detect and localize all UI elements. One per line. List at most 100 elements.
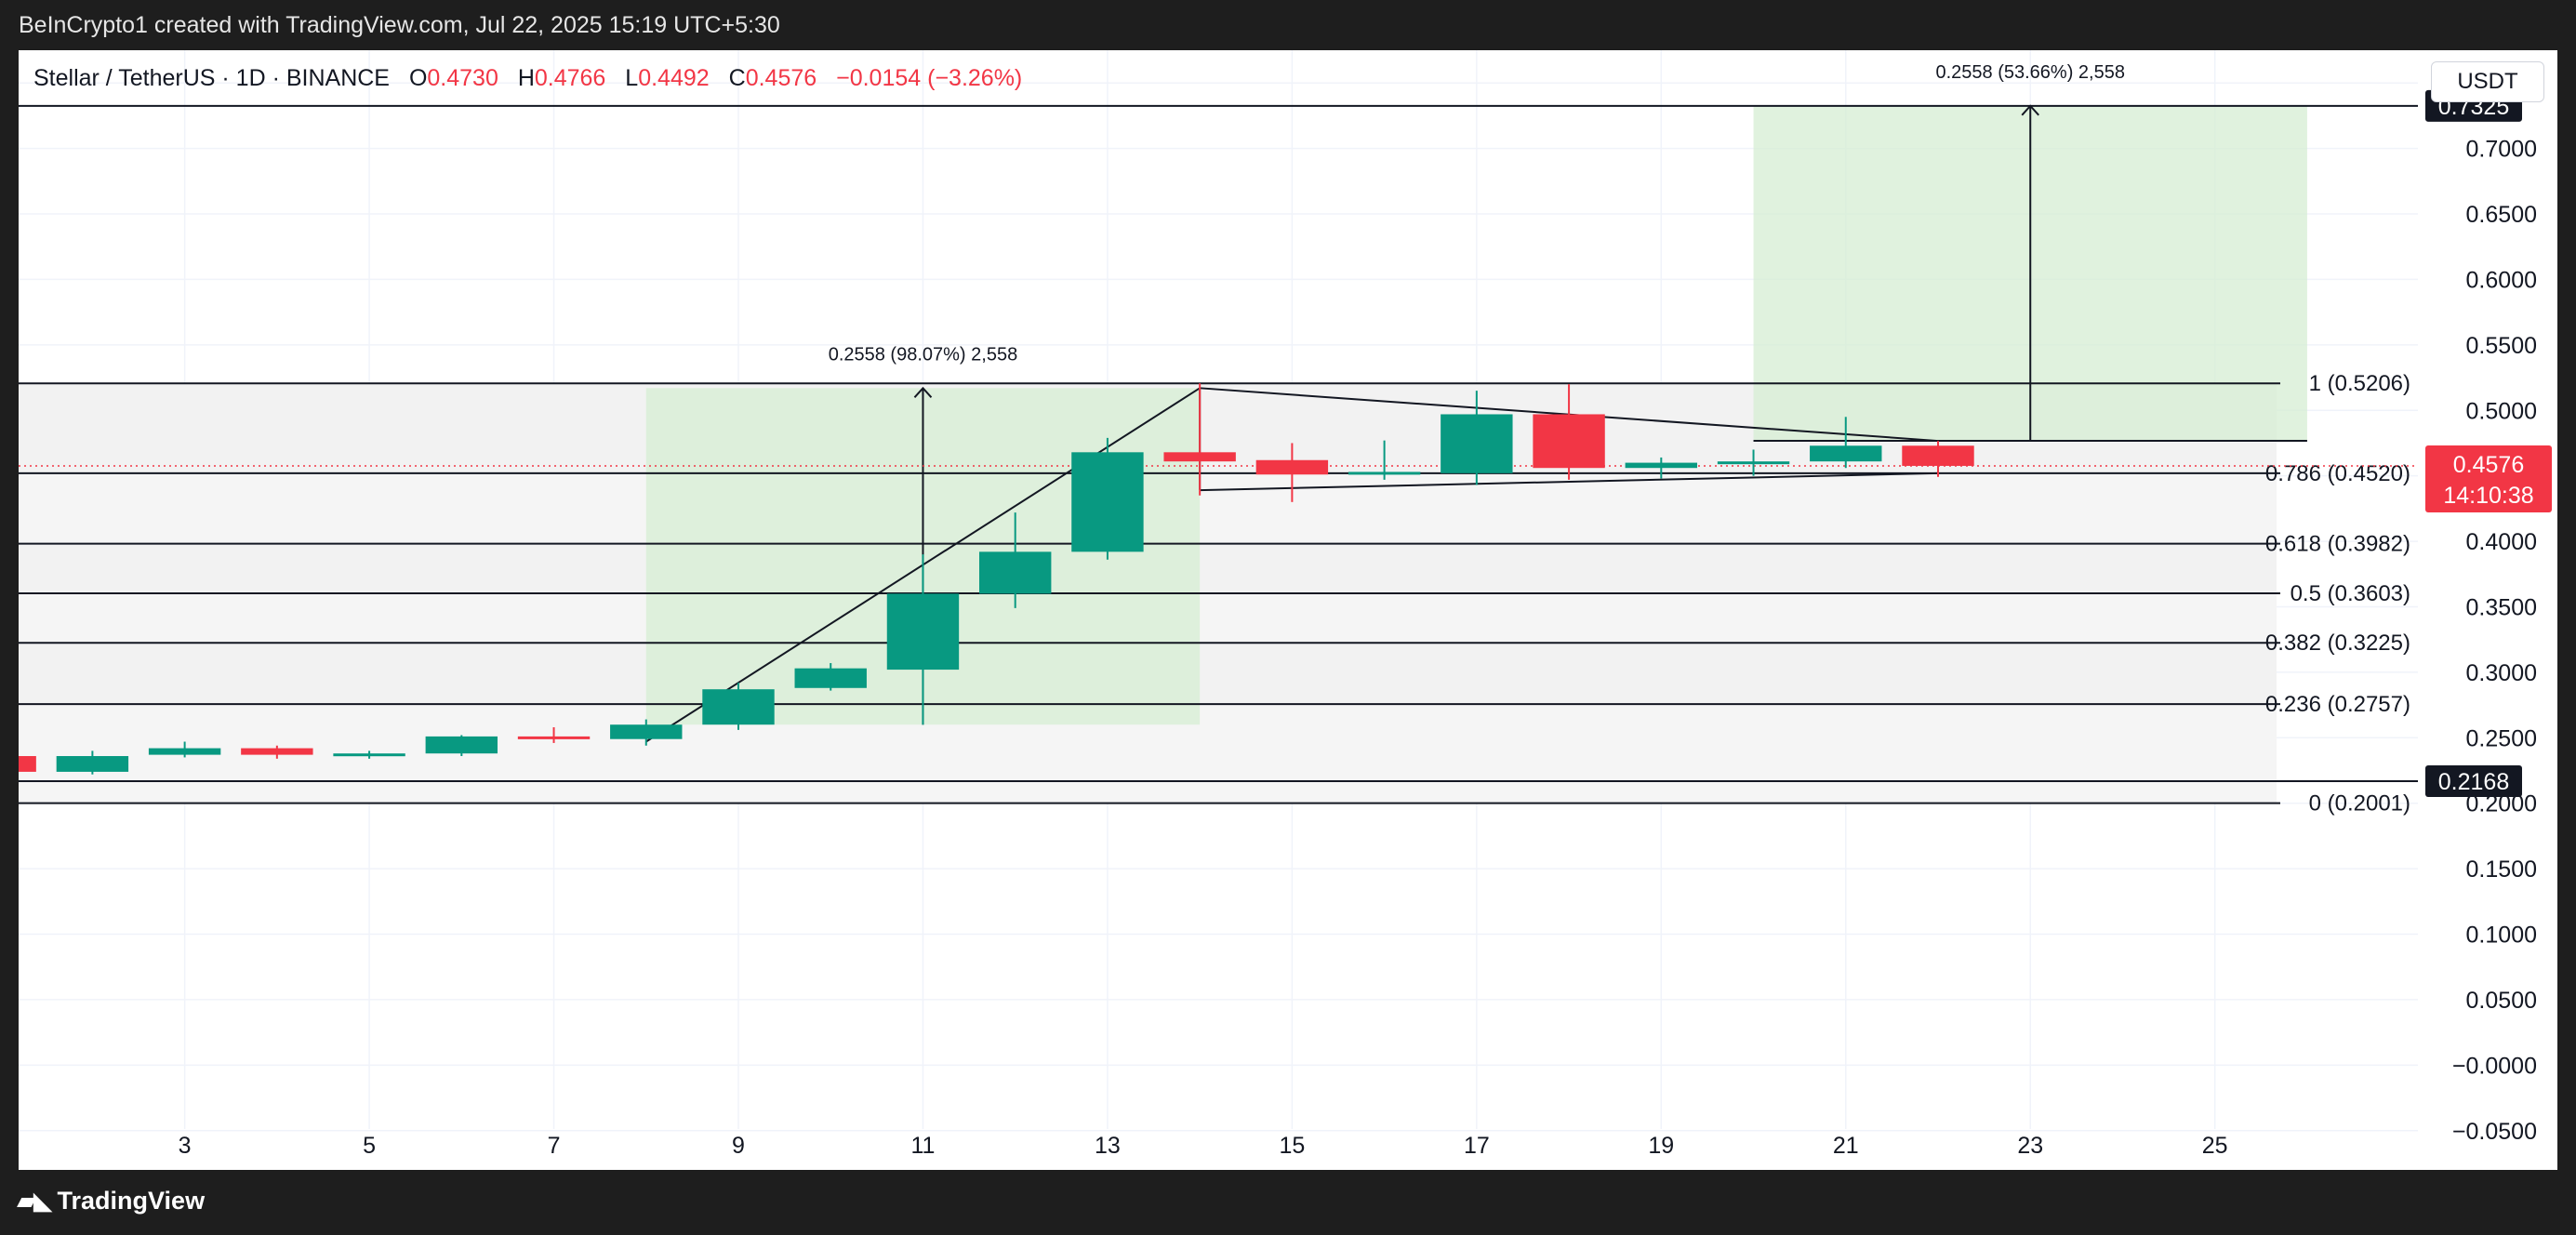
y-axis-tick-label: 0.5500 — [2466, 333, 2537, 359]
fib-level-label: 0 (0.2001) — [2309, 791, 2410, 817]
candle-body — [241, 748, 313, 755]
change-value: −0.0154 (−3.26%) — [836, 65, 1023, 91]
y-axis-tick-label: 0.1500 — [2466, 857, 2537, 883]
fib-level-label: 0.382 (0.3225) — [2265, 631, 2410, 656]
open-label: O — [408, 65, 428, 91]
fib-level-label: 0.236 (0.2757) — [2265, 692, 2410, 717]
y-axis-tick-label: 0.4000 — [2466, 529, 2537, 555]
candle-body — [19, 756, 36, 772]
candle-body — [517, 736, 591, 739]
candle-body — [610, 724, 683, 739]
x-axis-tick-label: 23 — [2017, 1133, 2043, 1159]
measure-label: 0.2558 (53.66%) 2,558 — [1935, 62, 2125, 83]
candle — [610, 719, 683, 746]
candle — [56, 750, 129, 775]
trendline — [1200, 471, 1939, 492]
countdown-label: 14:10:38 — [2443, 483, 2533, 509]
symbol-legend: Stellar / TetherUS · 1D · BINANCE O0.473… — [33, 65, 1022, 92]
candle-body — [1625, 462, 1698, 469]
candle — [1255, 443, 1329, 502]
candle-body — [1717, 461, 1790, 465]
tradingview-logo-icon: ▰◣ — [17, 1187, 52, 1215]
currency-button[interactable]: USDT — [2431, 61, 2544, 102]
measure-label: 0.2558 (98.07%) 2,558 — [829, 344, 1018, 365]
measure-arrow-head — [913, 386, 933, 398]
candle — [517, 727, 591, 743]
candle — [702, 683, 775, 730]
y-axis-tick-label: 0.2500 — [2466, 725, 2537, 751]
candle-body — [1163, 452, 1236, 462]
x-axis-tick-label: 17 — [1464, 1133, 1490, 1159]
candle-body — [1441, 414, 1513, 473]
candle — [1625, 457, 1698, 479]
candle-body — [425, 736, 498, 754]
candle — [1071, 437, 1144, 560]
high-value: 0.4766 — [534, 65, 606, 91]
fib-level-label: 0.786 (0.4520) — [2265, 461, 2410, 486]
x-axis-tick-label: 15 — [1279, 1133, 1305, 1159]
y-axis-tick-label: 0.6000 — [2466, 267, 2537, 293]
x-axis-tick-label: 9 — [732, 1133, 745, 1159]
horizontal-lines — [19, 104, 2418, 783]
candle — [886, 554, 960, 725]
candle-body — [1902, 445, 1974, 466]
candle-body — [1533, 414, 1605, 469]
candle — [148, 741, 221, 758]
x-axis-tick-label: 5 — [363, 1133, 376, 1159]
candle-body — [1071, 452, 1144, 552]
candle — [1441, 391, 1513, 485]
candle-body — [1255, 459, 1329, 475]
horizontal-line-tag-label: 0.2168 — [2438, 769, 2509, 795]
candle — [1717, 449, 1790, 476]
current-price-tag — [2425, 445, 2552, 512]
candle-body — [1348, 471, 1421, 475]
fib-levels: 1 (0.5206) 0.786 (0.4520) 0.618 (0.3982) 0.… — [19, 371, 2410, 817]
x-axis-tick-label: 13 — [1095, 1133, 1121, 1159]
horizontal-line-tag — [2425, 765, 2522, 798]
y-axis-tick-label: 0.3000 — [2466, 660, 2537, 686]
candle — [1902, 441, 1974, 477]
candle — [1810, 417, 1882, 469]
high-label: H — [517, 65, 535, 91]
low-label: L — [625, 65, 639, 91]
candle — [794, 663, 867, 691]
candle — [1533, 384, 1605, 480]
y-axis-tick-label: 0.7000 — [2466, 137, 2537, 163]
candle — [241, 745, 313, 759]
y-axis-tick-label: 0.0500 — [2466, 988, 2537, 1014]
x-axis-tick-label: 19 — [1648, 1133, 1674, 1159]
open-value: 0.4730 — [427, 65, 498, 91]
x-axis-tick-label: 25 — [2202, 1133, 2228, 1159]
tradingview-logo-text: TradingView — [57, 1187, 206, 1215]
candle-body — [333, 753, 405, 757]
top-bar: BeInCrypto1 created with TradingView.com… — [0, 0, 2576, 50]
current-price-label: 0.4576 — [2453, 452, 2524, 478]
candle-body — [794, 668, 867, 688]
candle — [978, 512, 1052, 608]
y-axis-tick-label: 0.3500 — [2466, 594, 2537, 620]
candle — [333, 750, 405, 759]
candle — [19, 756, 36, 772]
bottom-bar — [0, 1170, 2576, 1235]
y-axis-tick-label: 0.5000 — [2466, 398, 2537, 424]
candle-body — [702, 689, 775, 725]
candle — [425, 735, 498, 757]
x-axis-tick-label: 3 — [179, 1133, 192, 1159]
x-axis-tick-label: 21 — [1833, 1133, 1859, 1159]
candle-body — [56, 756, 129, 772]
candle-body — [1810, 445, 1882, 462]
y-axis-tick-label: −0.0000 — [2452, 1053, 2537, 1079]
tradingview-logo[interactable]: ▰◣ TradingView — [17, 1187, 205, 1215]
y-axis-tick-label: −0.0500 — [2452, 1119, 2537, 1145]
candle — [1163, 383, 1236, 496]
candle — [1348, 440, 1421, 480]
candle-body — [978, 551, 1052, 594]
chart-credit: BeInCrypto1 created with TradingView.com… — [19, 12, 780, 38]
fib-level-label: 0.618 (0.3982) — [2265, 532, 2410, 557]
y-axis-tick-label: 0.1000 — [2466, 923, 2537, 949]
close-value: 0.4576 — [745, 65, 817, 91]
symbol-name[interactable]: Stellar / TetherUS · 1D · BINANCE — [33, 65, 390, 91]
candle-body — [886, 593, 960, 671]
